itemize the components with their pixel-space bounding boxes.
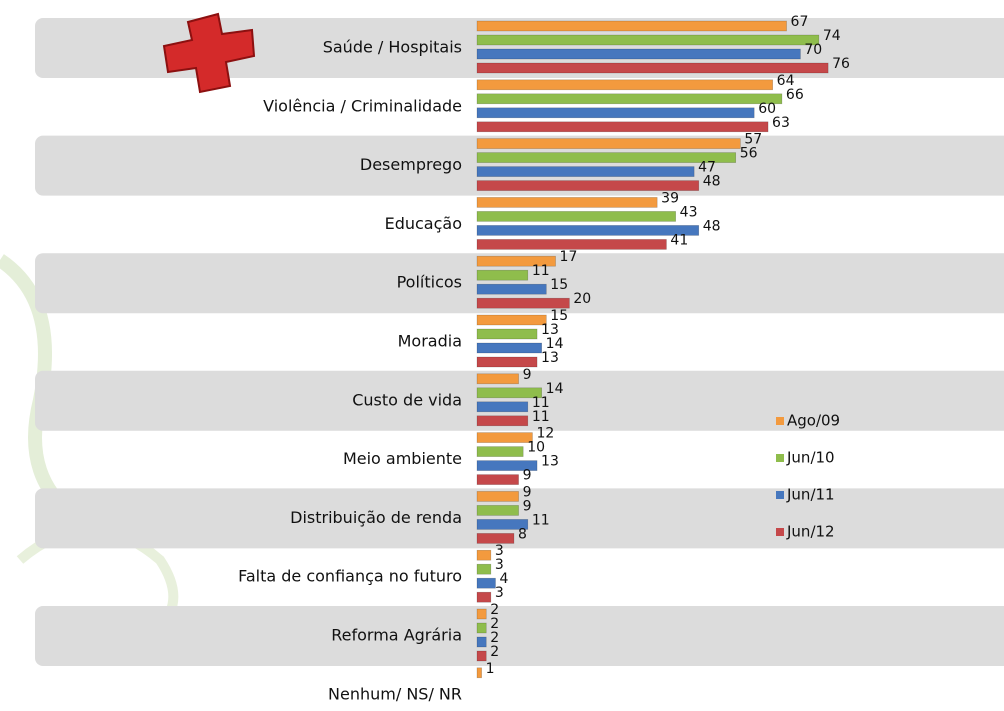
bar: [477, 153, 736, 163]
row-band: [35, 606, 1004, 666]
value-label: 11: [532, 512, 550, 528]
bar: [477, 637, 486, 647]
category-label: Educação: [385, 214, 462, 233]
bar: [477, 21, 787, 31]
value-label: 13: [541, 454, 559, 470]
plot: Saúde / Hospitais 67 7470 76 Violência / Cri…: [238, 14, 850, 703]
value-label: 9: [523, 498, 532, 514]
legend-label: Jun/10: [786, 449, 835, 467]
bar: [477, 564, 491, 574]
bar: [477, 122, 768, 132]
category-label: Distribuição de renda: [290, 508, 462, 527]
bar: [477, 108, 754, 118]
value-label: 56: [740, 146, 758, 162]
category-label: Moradia: [398, 332, 462, 351]
bar: [477, 533, 514, 543]
bar: [477, 416, 528, 426]
bar: [477, 374, 519, 384]
bar: [477, 211, 676, 221]
value-label: 48: [703, 174, 721, 190]
value-label: 9: [523, 468, 532, 484]
value-label: 1: [486, 661, 495, 677]
chart: Saúde / Hospitais 67 7470 76 Violência / Cri…: [0, 0, 1004, 711]
value-label: 8: [518, 526, 527, 542]
bar: [477, 357, 537, 367]
legend-swatch: [776, 491, 784, 499]
bar: [477, 592, 491, 602]
value-label: 67: [791, 14, 809, 30]
bar: [477, 475, 519, 485]
value-label: 3: [495, 585, 504, 601]
value-label: 41: [670, 232, 688, 248]
bar: [477, 197, 657, 207]
bar: [477, 315, 546, 325]
category-label: Desemprego: [360, 155, 462, 174]
value-label: 74: [823, 28, 841, 44]
legend-label: Jun/11: [786, 486, 835, 504]
bar: [477, 668, 482, 678]
bar: [477, 139, 740, 149]
value-label: 20: [573, 291, 591, 307]
bar: [477, 433, 532, 443]
bar: [477, 402, 528, 412]
bar: [477, 49, 800, 59]
value-label: 39: [661, 190, 679, 206]
bar: [477, 239, 666, 249]
bar: [477, 80, 773, 90]
bar: [477, 491, 519, 501]
bar: [477, 167, 694, 177]
value-label: 43: [680, 204, 698, 220]
bar: [477, 270, 528, 280]
bar: [477, 329, 537, 339]
decoration: [0, 260, 173, 650]
bar: [477, 505, 519, 515]
category-label: Falta de confiança no futuro: [238, 567, 462, 586]
value-label: 66: [786, 87, 804, 103]
category-label: Custo de vida: [352, 390, 462, 409]
category-label: Meio ambiente: [343, 449, 462, 468]
bar: [477, 225, 699, 235]
legend-label: Jun/12: [786, 523, 835, 541]
legend-swatch: [776, 454, 784, 462]
bar: [477, 284, 546, 294]
bar: [477, 623, 486, 633]
value-label: 15: [550, 277, 568, 293]
value-label: 2: [490, 644, 499, 660]
value-label: 48: [703, 218, 721, 234]
legend-swatch: [776, 417, 784, 425]
bar: [477, 94, 782, 104]
category-label: Violência / Criminalidade: [263, 96, 462, 115]
bar: [477, 343, 542, 353]
value-label: 11: [532, 263, 550, 279]
value-label: 11: [532, 409, 550, 425]
value-label: 63: [772, 115, 790, 131]
value-label: 17: [560, 249, 578, 265]
bar: [477, 651, 486, 661]
bar: [477, 35, 819, 45]
bar: [477, 550, 491, 560]
bar: [477, 298, 569, 308]
legend-label: Ago/09: [787, 412, 840, 430]
bar: [477, 181, 699, 191]
bar: [477, 578, 495, 588]
value-label: 76: [832, 56, 850, 72]
category-label: Políticos: [397, 273, 462, 292]
bar: [477, 609, 486, 619]
legend-swatch: [776, 528, 784, 536]
bar: [477, 63, 828, 73]
category-label: Nenhum/ NS/ NR: [328, 684, 462, 703]
bar: [477, 447, 523, 457]
value-label: 9: [523, 367, 532, 383]
category-label: Saúde / Hospitais: [323, 38, 462, 57]
value-label: 70: [804, 42, 822, 58]
category-label: Reforma Agrária: [331, 626, 462, 645]
value-label: 13: [541, 350, 559, 366]
